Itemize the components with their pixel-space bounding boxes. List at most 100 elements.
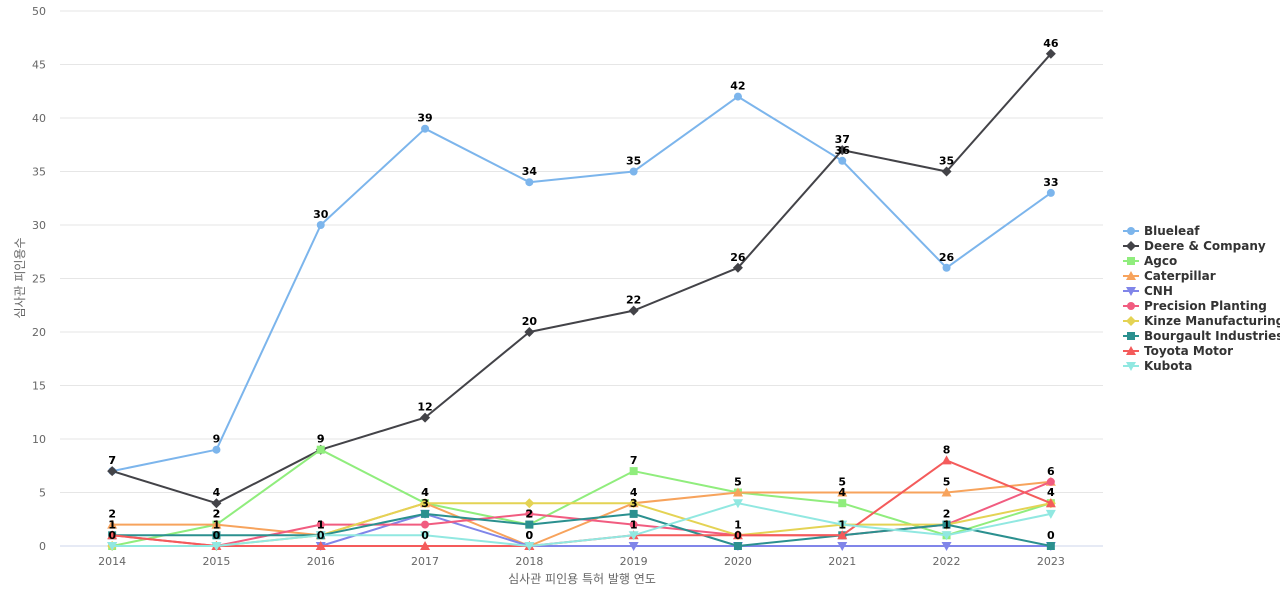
data-point[interactable] [1045,48,1056,59]
data-point[interactable] [107,466,118,477]
data-point[interactable] [942,263,951,272]
legend-item[interactable]: Kinze Manufacturing [1123,314,1280,328]
data-point[interactable] [837,487,848,497]
data-point[interactable] [837,145,848,156]
y-axis-title: 심사관 피인용수 [13,237,27,318]
legend-item[interactable]: Agco [1123,254,1177,268]
series-bourgault-industries [108,509,1055,550]
data-label: 5 [734,476,742,489]
data-point[interactable] [838,499,847,508]
data-point[interactable] [1046,188,1055,197]
data-point[interactable] [628,542,639,551]
data-point[interactable] [941,487,952,497]
series-line[interactable] [111,53,1052,505]
series-line[interactable] [111,448,1052,547]
data-point[interactable] [107,542,118,551]
data-point[interactable] [524,498,535,509]
series-line[interactable] [112,480,1051,547]
data-point[interactable] [1045,498,1056,508]
data-point[interactable] [733,542,742,550]
data-point[interactable] [420,412,431,423]
data-point[interactable] [628,498,639,509]
data-label: 4 [630,486,638,499]
data-point[interactable] [629,520,638,529]
y-tick-label: 40 [32,112,46,125]
series-line[interactable] [112,480,1052,547]
data-label: 7 [108,454,116,467]
data-point[interactable] [212,531,221,540]
data-point[interactable] [1045,509,1056,519]
data-point[interactable] [211,542,222,551]
legend-marker [1127,227,1135,235]
legend-item[interactable]: Toyota Motor [1123,344,1233,358]
data-label: 0 [213,529,221,542]
data-label: 1 [317,518,325,531]
data-point[interactable] [524,327,535,337]
data-point[interactable] [421,520,430,529]
data-label: 39 [417,112,432,125]
data-point[interactable] [837,542,848,551]
data-point[interactable] [211,498,222,509]
x-axis-title: 심사관 피인용 특허 발행 연도 [508,571,656,586]
data-point[interactable] [421,509,430,518]
data-point[interactable] [838,156,847,165]
y-tick-label: 45 [32,59,46,72]
data-point[interactable] [421,124,430,133]
data-label: 3 [630,497,638,510]
data-point[interactable] [629,509,638,518]
data-point[interactable] [942,520,951,529]
data-point[interactable] [315,541,326,550]
data-point[interactable] [941,455,952,465]
data-point[interactable] [732,530,743,540]
data-point[interactable] [525,509,534,518]
data-point[interactable] [316,221,325,229]
data-point[interactable] [420,498,431,509]
data-point[interactable] [628,305,639,316]
data-point[interactable] [941,166,952,177]
data-point[interactable] [732,262,743,273]
data-point[interactable] [211,519,222,529]
data-point[interactable] [212,445,221,454]
data-label: 2 [526,508,534,521]
data-point[interactable] [628,531,639,541]
data-point[interactable] [316,445,325,454]
series-line[interactable] [111,95,1052,473]
x-tick-label: 2022 [933,555,961,568]
data-point[interactable] [733,92,742,101]
data-point[interactable] [941,531,952,541]
data-point[interactable] [525,520,534,529]
data-point[interactable] [107,530,118,540]
data-point[interactable] [315,531,326,541]
data-point[interactable] [629,467,638,476]
legend-item[interactable]: Deere & Company [1123,239,1266,253]
data-point[interactable] [837,520,848,530]
data-point[interactable] [1046,542,1055,550]
legend-marker [1126,362,1136,371]
data-label: 0 [317,529,325,542]
legend-item[interactable]: Bourgault Industries [1123,329,1280,343]
data-point[interactable] [941,542,952,551]
legend-item[interactable]: Caterpillar [1123,269,1216,283]
x-tick-label: 2020 [724,555,752,568]
data-point[interactable] [1046,477,1055,486]
data-point[interactable] [524,542,535,551]
data-point[interactable] [732,499,743,509]
series-precision-planting [108,477,1055,550]
data-point[interactable] [837,530,848,540]
series-line[interactable] [112,502,1052,547]
data-point[interactable] [525,178,534,187]
legend-item[interactable]: Precision Planting [1123,299,1267,313]
data-point[interactable] [420,531,431,541]
data-point[interactable] [316,520,325,529]
data-point[interactable] [420,541,431,550]
legend-label: Caterpillar [1144,269,1216,283]
legend-item[interactable]: Blueleaf [1123,224,1200,238]
legend-item[interactable]: Kubota [1123,359,1192,373]
data-point[interactable] [629,167,638,176]
data-label: 1 [108,518,116,531]
data-point[interactable] [732,487,743,497]
data-label: 35 [939,155,954,168]
legend-item[interactable]: CNH [1123,284,1173,298]
data-point[interactable] [107,519,118,529]
